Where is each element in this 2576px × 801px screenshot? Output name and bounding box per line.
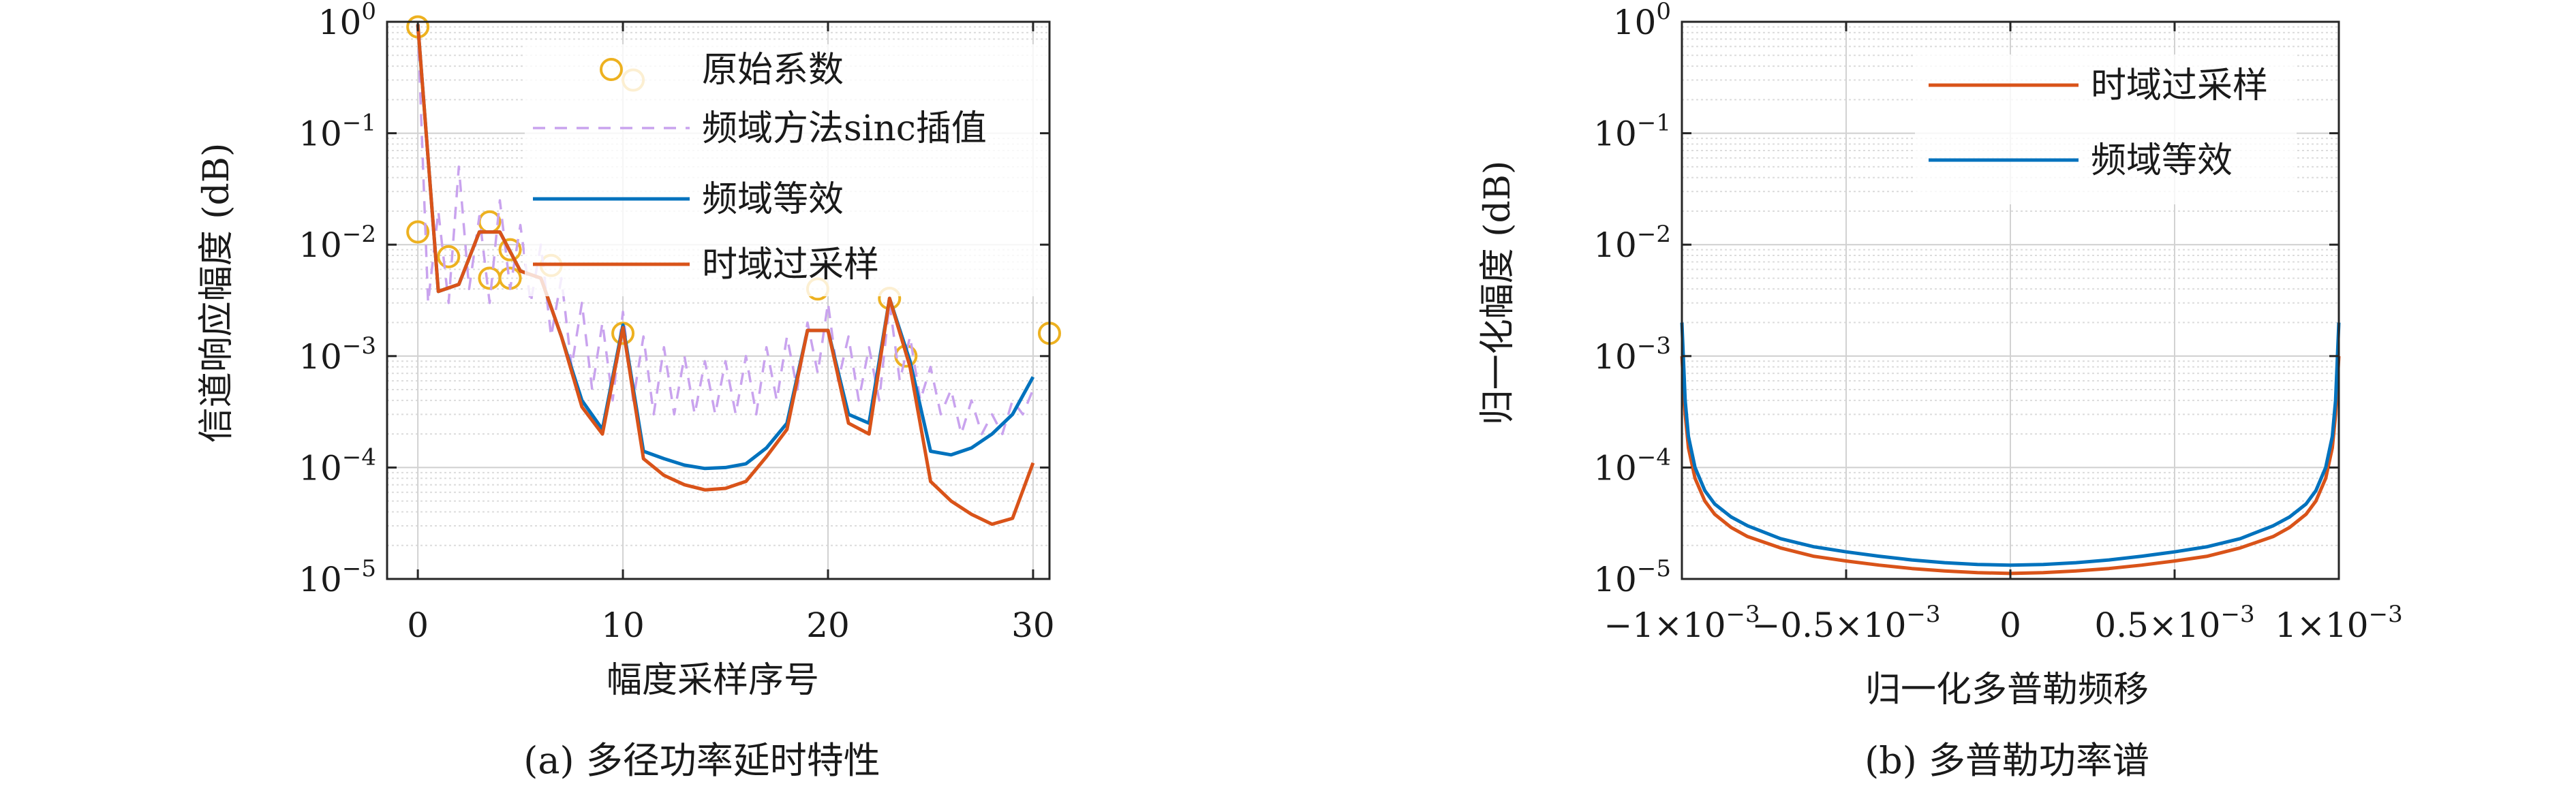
- panel-a-y-tick-base: 10: [298, 560, 342, 599]
- panel-b-x-tick-base: −0.5×10: [1751, 606, 1906, 645]
- panel-b-y-tick-base: 10: [1593, 225, 1637, 265]
- panel-a-y-tick-exponent: −1: [342, 110, 376, 137]
- panel-a-y-tick-base: 10: [298, 114, 342, 154]
- panel-b-xlabel: 归一化多普勒频移: [1865, 670, 2149, 710]
- panel-b-y-tick-base: 10: [1593, 337, 1637, 377]
- panel-a-y-tick-exponent: −5: [342, 555, 376, 582]
- panel-b-legend-label: 频域等效: [2091, 140, 2233, 181]
- panel-a-y-tick-exponent: 0: [361, 0, 376, 25]
- figure: 原始系数频域方法sinc插值频域等效时域过采样 10010−110−210−31…: [0, 0, 2576, 801]
- panel-b-x-tick-labels: −1×10−3−0.5×10−3 0 0.5×10−3 1×10−3: [1604, 601, 2402, 645]
- panel-b-y-tick-base: 10: [1613, 3, 1657, 42]
- panel-a-y-tick-base: 10: [298, 448, 342, 488]
- panel-a-y-tick-base: 10: [298, 225, 342, 265]
- panel-a-legend-label: 原始系数: [702, 50, 844, 91]
- panel-b-x-tick-label: 0: [1999, 606, 2021, 645]
- panel-b-y-tick-exponent: −3: [1637, 332, 1671, 360]
- panel-b-x-tick-base: 1×10: [2275, 606, 2368, 645]
- panel-b-x-tick-exponent: −3: [2220, 601, 2254, 628]
- panel-a-y-tick-exponent: −3: [342, 332, 376, 360]
- panel-a-x-tick-label: 0: [407, 606, 429, 645]
- panel-a-x-tick-base: 10: [601, 606, 645, 645]
- panel-a-x-tick-base: 0: [407, 606, 429, 645]
- panel-a-xlabel: 幅度采样序号: [607, 660, 819, 701]
- panel-a-legend-label: 时域过采样: [702, 245, 879, 285]
- panel-b-y-tick-base: 10: [1593, 560, 1637, 599]
- panel-a-legend-label: 频域等效: [702, 179, 844, 220]
- panel-b-x-tick-exponent: −3: [1906, 601, 1940, 628]
- panel-b-y-tick-exponent: −2: [1637, 221, 1671, 248]
- panel-b-y-tick-exponent: −1: [1637, 110, 1671, 137]
- panel-a-y-tick-base: 10: [318, 3, 362, 42]
- panel-a-x-tick-label: 30: [1011, 606, 1055, 645]
- panel-b-x-tick-base: −1×10: [1604, 606, 1726, 645]
- panel-a-y-tick-exponent: −2: [342, 221, 376, 248]
- panel-a-x-tick-base: 20: [806, 606, 850, 645]
- panel-a-y-tick-base: 10: [298, 337, 342, 377]
- panel-b-x-tick-base: 0.5×10: [2094, 606, 2220, 645]
- panel-b-y-tick-exponent: 0: [1656, 0, 1671, 25]
- panel-b-y-tick-exponent: −5: [1637, 555, 1671, 582]
- panel-b-x-tick-base: 0: [1999, 606, 2021, 645]
- panel-b-caption: (b) 多普勒功率谱: [1865, 739, 2149, 782]
- panel-a-caption: (a) 多径功率延时特性: [523, 739, 880, 782]
- panel-a-x-tick-base: 30: [1011, 606, 1055, 645]
- panel-a-y-tick-exponent: −4: [342, 443, 376, 471]
- panel-a-x-tick-label: 10: [601, 606, 645, 645]
- panel-a-x-tick-label: 20: [806, 606, 850, 645]
- panel-b-y-tick-base: 10: [1593, 448, 1637, 488]
- panel-b-y-tick-exponent: −4: [1637, 443, 1671, 471]
- panel-b-legend-label: 时域过采样: [2091, 65, 2268, 106]
- panel-a-ylabel: 信道响应幅度 (dB): [196, 143, 237, 443]
- panel-b-x-tick-exponent: −3: [2369, 601, 2403, 628]
- panel-a-legend-label: 频域方法sinc插值: [702, 108, 987, 149]
- panel-b-y-tick-base: 10: [1593, 114, 1637, 154]
- panel-b-ylabel: 归一化幅度 (dB): [1477, 161, 1518, 426]
